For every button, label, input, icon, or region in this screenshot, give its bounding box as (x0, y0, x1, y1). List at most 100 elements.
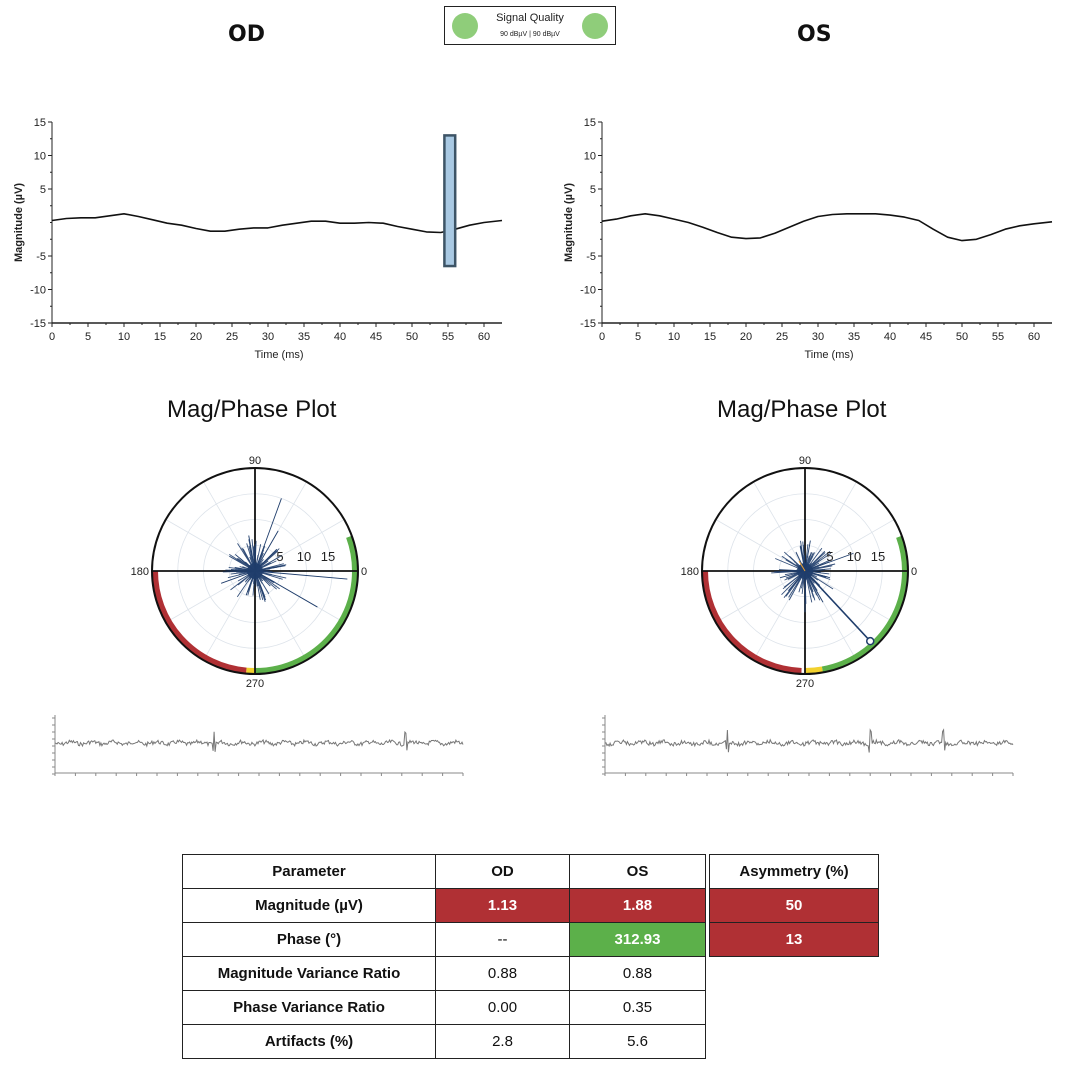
os-raw-trace (602, 715, 1014, 776)
polar-grid-spoke (203, 570, 256, 661)
y-tick-label: -15 (580, 318, 596, 330)
y-tick-label: -5 (36, 251, 46, 263)
y-axis-label: Magnitude (µV) (13, 183, 25, 262)
os-title: OS (797, 22, 832, 47)
x-tick-label: 25 (226, 331, 238, 343)
signal-quality-values: 90 dBµV | 90 dBµV (500, 31, 560, 38)
mean-phase-point (865, 636, 875, 646)
polar-grid-spoke (804, 481, 857, 572)
y-tick-label: -10 (30, 285, 46, 297)
y-tick-label: 15 (34, 117, 46, 129)
x-tick-label: 55 (992, 331, 1004, 343)
od-phase-variance-value: 0.00 (435, 990, 570, 1025)
y-tick-label: -5 (586, 251, 596, 263)
x-tick-label: 40 (884, 331, 896, 343)
asymmetry-magnitude-value: 50 (709, 888, 879, 923)
phase-range-arc-green (821, 535, 908, 673)
os-artifacts-value: 5.6 (569, 1024, 706, 1059)
table-row: Magnitude Variance Ratio 0.88 0.88 (182, 956, 706, 991)
os-mag-phase-title: Mag/Phase Plot (717, 396, 887, 423)
x-tick-label: 0 (49, 331, 55, 343)
y-tick-label: 5 (590, 184, 596, 196)
raw-signal-line (54, 730, 464, 752)
x-tick-label: 20 (740, 331, 752, 343)
radial-label: 15 (871, 549, 885, 564)
angle-label-0: 0 (911, 566, 917, 578)
radial-label: 5 (826, 549, 833, 564)
row-label: Phase (°) (182, 922, 436, 957)
y-tick-label: 5 (40, 184, 46, 196)
phase-range-arc-green (254, 535, 358, 674)
od-title: OD (228, 22, 265, 47)
phase-range-arc-yellow (804, 666, 823, 674)
os-magnitude-value: 1.88 (569, 888, 706, 923)
x-axis-label: Time (ms) (254, 349, 303, 361)
os-phase-variance-value: 0.35 (569, 990, 706, 1025)
x-tick-label: 35 (848, 331, 860, 343)
x-tick-label: 30 (262, 331, 274, 343)
radial-label: 15 (321, 549, 335, 564)
table-row: Phase (°) -- 312.93 (182, 922, 706, 957)
angle-label-180: 180 (131, 566, 149, 578)
x-tick-label: 15 (704, 331, 716, 343)
od-waveform-chart: 15 10 5 -5 -10 -150 5 10 15 20 25 30 35 40 45 50 55 60 Tim… (13, 117, 503, 361)
phase-cluster-core (247, 563, 263, 579)
header-parameter: Parameter (182, 854, 436, 889)
time-marker-handle (443, 134, 457, 268)
x-tick-label: 60 (1028, 331, 1040, 343)
signal-quality-title: Signal Quality (496, 12, 564, 24)
header-os: OS (569, 854, 706, 889)
x-tick-label: 25 (776, 331, 788, 343)
od-polar-chart: 90 180 0 270 5 10 15 (131, 455, 367, 690)
y-tick-label: -15 (30, 318, 46, 330)
phase-range-arc-red (152, 570, 247, 674)
parameter-table: Parameter OD OS Magnitude (µV) 1.13 1.88… (182, 854, 706, 1059)
phase-spike (254, 498, 282, 572)
os-signal-indicator-icon (582, 13, 608, 39)
raw-signal-line (604, 728, 1014, 753)
os-waveform-chart: 15 10 5 -5 -10 -150 5 10 15 20 25 30 35 40 45 50 55 60 Tim… (563, 117, 1053, 361)
x-tick-label: 50 (956, 331, 968, 343)
phase-spike (254, 570, 318, 608)
y-tick-label: 10 (34, 151, 46, 163)
x-tick-label: 5 (635, 331, 641, 343)
angle-label-270: 270 (796, 678, 814, 690)
x-tick-label: 10 (118, 331, 130, 343)
y-tick-label: 15 (584, 117, 596, 129)
phase-spike (804, 552, 854, 572)
mean-phase-vector (804, 570, 871, 642)
x-tick-label: 45 (370, 331, 382, 343)
os-phase-value: 312.93 (569, 922, 706, 957)
x-axis-label: Time (ms) (804, 349, 853, 361)
x-tick-label: 35 (298, 331, 310, 343)
angle-label-90: 90 (799, 455, 811, 467)
x-tick-label: 60 (478, 331, 490, 343)
waveform-line (601, 213, 1053, 242)
y-axis-label: Magnitude (µV) (563, 183, 575, 262)
radial-label: 10 (297, 549, 311, 564)
polar-grid-spoke (804, 519, 895, 572)
row-label: Artifacts (%) (182, 1024, 436, 1059)
header-od: OD (435, 854, 570, 889)
table-row: Phase Variance Ratio 0.00 0.35 (182, 990, 706, 1025)
radial-label: 5 (276, 549, 283, 564)
asymmetry-phase-value: 13 (709, 922, 879, 957)
angle-label-0: 0 (361, 566, 367, 578)
phase-range-arc-red (702, 570, 802, 674)
row-label: Magnitude (µV) (182, 888, 436, 923)
os-polar-chart: 90 180 0 270 5 10 15 (681, 455, 917, 690)
signal-quality-box: Signal Quality 90 dBµV | 90 dBµV (444, 6, 616, 45)
x-tick-label: 5 (85, 331, 91, 343)
y-tick-label: -10 (580, 285, 596, 297)
od-magnitude-value: 1.13 (435, 888, 570, 923)
asymmetry-header: Asymmetry (%) (709, 854, 879, 889)
polar-grid-spoke (753, 481, 806, 572)
x-tick-label: 15 (154, 331, 166, 343)
asymmetry-table: Asymmetry (%) 50 13 (709, 854, 879, 957)
x-tick-label: 45 (920, 331, 932, 343)
x-tick-label: 30 (812, 331, 824, 343)
row-label: Magnitude Variance Ratio (182, 956, 436, 991)
y-tick-label: 10 (584, 151, 596, 163)
angle-label-180: 180 (681, 566, 699, 578)
angle-label-270: 270 (246, 678, 264, 690)
